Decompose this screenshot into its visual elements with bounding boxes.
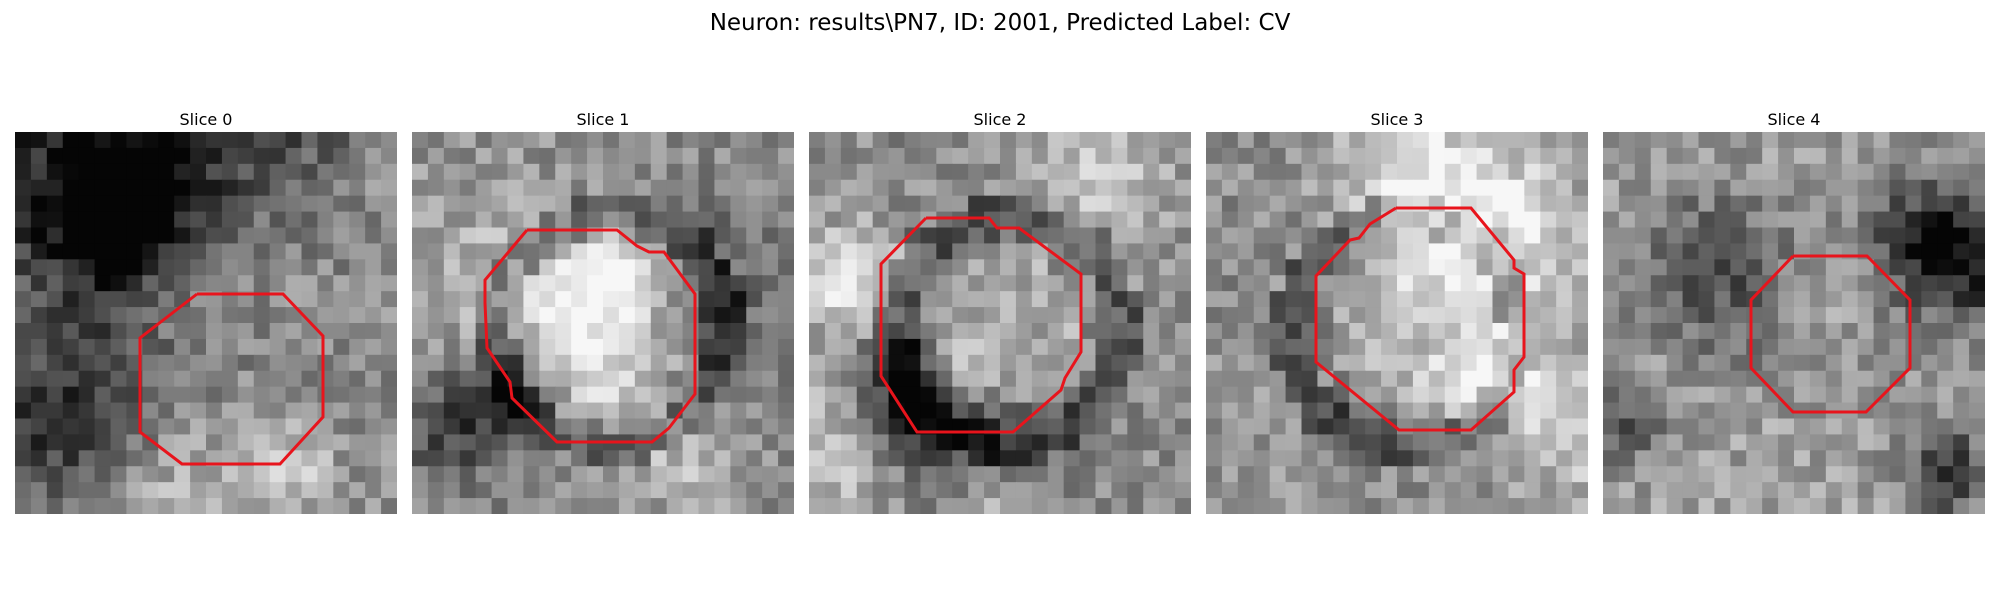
slice-title: Slice 2 [973, 110, 1027, 129]
grayscale-image [15, 132, 397, 514]
slice-title: Slice 0 [179, 110, 233, 129]
slice-title: Slice 1 [576, 110, 630, 129]
slice-panel-0: Slice 0 [15, 108, 397, 514]
grayscale-image [412, 132, 794, 514]
slice-image [1206, 132, 1588, 514]
segmentation-contour [138, 292, 325, 466]
slice-panel-2: Slice 2 [809, 108, 1191, 514]
slice-image [412, 132, 794, 514]
slice-image [809, 132, 1191, 514]
figure-title: Neuron: results\PN7, ID: 2001, Predicted… [709, 10, 1291, 36]
slice-title: Slice 3 [1370, 110, 1424, 129]
grayscale-image [1206, 132, 1588, 514]
segmentation-contour [879, 216, 1083, 434]
segmentation-contour [1749, 254, 1912, 414]
slice-panel-3: Slice 3 [1206, 108, 1588, 514]
slice-image [15, 132, 397, 514]
grayscale-image [809, 132, 1191, 514]
segmentation-contour [1314, 206, 1526, 432]
slice-panel-4: Slice 4 [1603, 108, 1985, 514]
slice-panel-1: Slice 1 [412, 108, 794, 514]
segmentation-contour [483, 228, 697, 444]
slice-title: Slice 4 [1767, 110, 1821, 129]
slice-image [1603, 132, 1985, 514]
